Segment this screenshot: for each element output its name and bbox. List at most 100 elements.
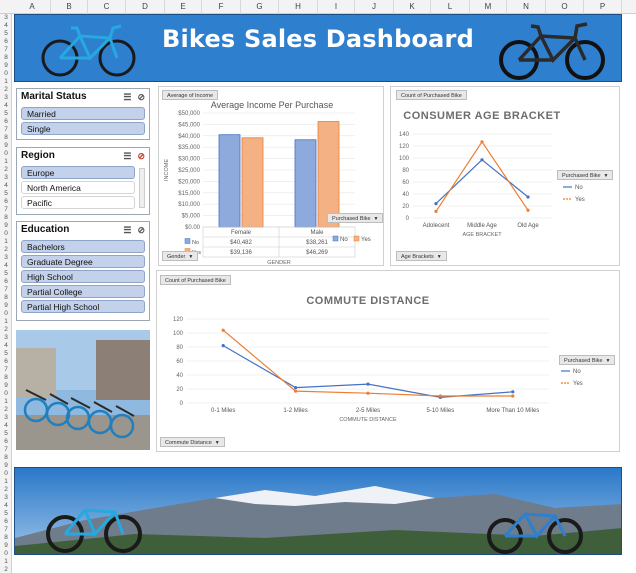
- column-letter[interactable]: E: [165, 0, 202, 14]
- row-number[interactable]: 1: [4, 398, 8, 405]
- row-number[interactable]: 7: [4, 526, 8, 533]
- field-button-count-purchased[interactable]: Count of Purchased Bike: [160, 275, 231, 285]
- row-number[interactable]: 3: [4, 334, 8, 341]
- row-number[interactable]: 9: [4, 302, 8, 309]
- row-number[interactable]: 6: [4, 38, 8, 45]
- row-number[interactable]: 4: [4, 182, 8, 189]
- row-number[interactable]: 4: [4, 22, 8, 29]
- row-number[interactable]: 3: [4, 414, 8, 421]
- row-number[interactable]: 4: [4, 342, 8, 349]
- slicer-item-pacific[interactable]: Pacific: [21, 196, 135, 209]
- row-number[interactable]: 5: [4, 110, 8, 117]
- slicer-item-graduate-degree[interactable]: Graduate Degree: [21, 255, 145, 268]
- row-number[interactable]: 1: [4, 78, 8, 85]
- row-number[interactable]: 9: [4, 542, 8, 549]
- column-letter[interactable]: I: [318, 0, 355, 14]
- multi-select-icon[interactable]: ☰: [123, 225, 132, 235]
- row-number[interactable]: 9: [4, 222, 8, 229]
- row-number[interactable]: 9: [4, 62, 8, 69]
- row-number[interactable]: 8: [4, 454, 8, 461]
- row-number[interactable]: 7: [4, 126, 8, 133]
- row-number[interactable]: 7: [4, 46, 8, 53]
- row-number[interactable]: 0: [4, 230, 8, 237]
- row-number[interactable]: 3: [4, 174, 8, 181]
- row-number[interactable]: 4: [4, 502, 8, 509]
- row-number[interactable]: 8: [4, 294, 8, 301]
- multi-select-icon[interactable]: ☰: [123, 151, 132, 161]
- field-button-purchased-bike[interactable]: Purchased Bike ▼: [327, 213, 384, 223]
- slicer-item-bachelors[interactable]: Bachelors: [21, 240, 145, 253]
- row-number[interactable]: 6: [4, 358, 8, 365]
- slicer-item-europe[interactable]: Europe: [21, 166, 135, 179]
- slicer-item-single[interactable]: Single: [21, 122, 145, 135]
- row-number[interactable]: 2: [4, 166, 8, 173]
- row-number[interactable]: 6: [4, 518, 8, 525]
- slicer-item-north-america[interactable]: North America: [21, 181, 135, 194]
- row-number[interactable]: 9: [4, 462, 8, 469]
- field-button-gender[interactable]: Gender ▼: [162, 251, 199, 261]
- row-number[interactable]: 2: [4, 86, 8, 93]
- column-letter[interactable]: N: [507, 0, 546, 14]
- slicer-item-partial-college[interactable]: Partial College: [21, 285, 145, 298]
- row-number[interactable]: 4: [4, 102, 8, 109]
- field-button-purchased-bike[interactable]: Purchased Bike ▼: [557, 170, 614, 180]
- row-number[interactable]: 0: [4, 550, 8, 557]
- column-letter[interactable]: B: [51, 0, 88, 14]
- field-button-age-brackets[interactable]: Age Brackets ▼: [396, 251, 447, 261]
- column-letter[interactable]: M: [470, 0, 507, 14]
- column-letter[interactable]: F: [202, 0, 241, 14]
- row-number[interactable]: 1: [4, 238, 8, 245]
- row-number[interactable]: 7: [4, 366, 8, 373]
- row-number[interactable]: 8: [4, 534, 8, 541]
- row-number[interactable]: 8: [4, 54, 8, 61]
- row-number[interactable]: 4: [4, 422, 8, 429]
- row-number[interactable]: 3: [4, 94, 8, 101]
- row-number[interactable]: 0: [4, 70, 8, 77]
- column-letter[interactable]: D: [126, 0, 165, 14]
- clear-filter-icon[interactable]: ⊘: [137, 225, 145, 235]
- row-number[interactable]: 6: [4, 118, 8, 125]
- field-button-count-purchased[interactable]: Count of Purchased Bike: [396, 90, 467, 100]
- row-number[interactable]: 7: [4, 286, 8, 293]
- row-number[interactable]: 3: [4, 494, 8, 501]
- row-number[interactable]: 0: [4, 390, 8, 397]
- row-number[interactable]: 0: [4, 150, 8, 157]
- row-number[interactable]: 9: [4, 142, 8, 149]
- row-number[interactable]: 5: [4, 30, 8, 37]
- field-button-purchased-bike[interactable]: Purchased Bike ▼: [559, 355, 616, 365]
- field-button-average-income[interactable]: Average of Income: [162, 90, 219, 100]
- row-number[interactable]: 2: [4, 486, 8, 493]
- row-number[interactable]: 8: [4, 214, 8, 221]
- row-number[interactable]: 4: [4, 262, 8, 269]
- slicer-scrollbar[interactable]: [139, 168, 145, 208]
- row-number[interactable]: 8: [4, 374, 8, 381]
- row-number[interactable]: 3: [4, 14, 8, 21]
- row-number[interactable]: 2: [4, 326, 8, 333]
- row-number[interactable]: 0: [4, 310, 8, 317]
- row-number[interactable]: 6: [4, 198, 8, 205]
- row-number[interactable]: 5: [4, 510, 8, 517]
- multi-select-icon[interactable]: ☰: [123, 92, 132, 102]
- slicer-item-married[interactable]: Married: [21, 107, 145, 120]
- clear-filter-icon[interactable]: ⊘: [137, 151, 145, 161]
- column-letter[interactable]: P: [584, 0, 622, 14]
- column-letter[interactable]: O: [546, 0, 584, 14]
- row-number[interactable]: 2: [4, 246, 8, 253]
- row-number[interactable]: 8: [4, 134, 8, 141]
- row-number[interactable]: 7: [4, 206, 8, 213]
- row-number[interactable]: 1: [4, 478, 8, 485]
- row-number[interactable]: 2: [4, 406, 8, 413]
- row-number[interactable]: 1: [4, 318, 8, 325]
- row-number[interactable]: 5: [4, 270, 8, 277]
- row-number[interactable]: 6: [4, 438, 8, 445]
- column-letter[interactable]: A: [14, 0, 51, 14]
- column-letter[interactable]: H: [279, 0, 318, 14]
- slicer-item-partial-high-school[interactable]: Partial High School: [21, 300, 145, 313]
- row-number[interactable]: 9: [4, 382, 8, 389]
- clear-filter-icon[interactable]: ⊘: [137, 92, 145, 102]
- row-number[interactable]: 2: [4, 566, 8, 573]
- column-letter[interactable]: C: [88, 0, 126, 14]
- row-number[interactable]: 6: [4, 278, 8, 285]
- slicer-item-high-school[interactable]: High School: [21, 270, 145, 283]
- row-number[interactable]: 1: [4, 558, 8, 565]
